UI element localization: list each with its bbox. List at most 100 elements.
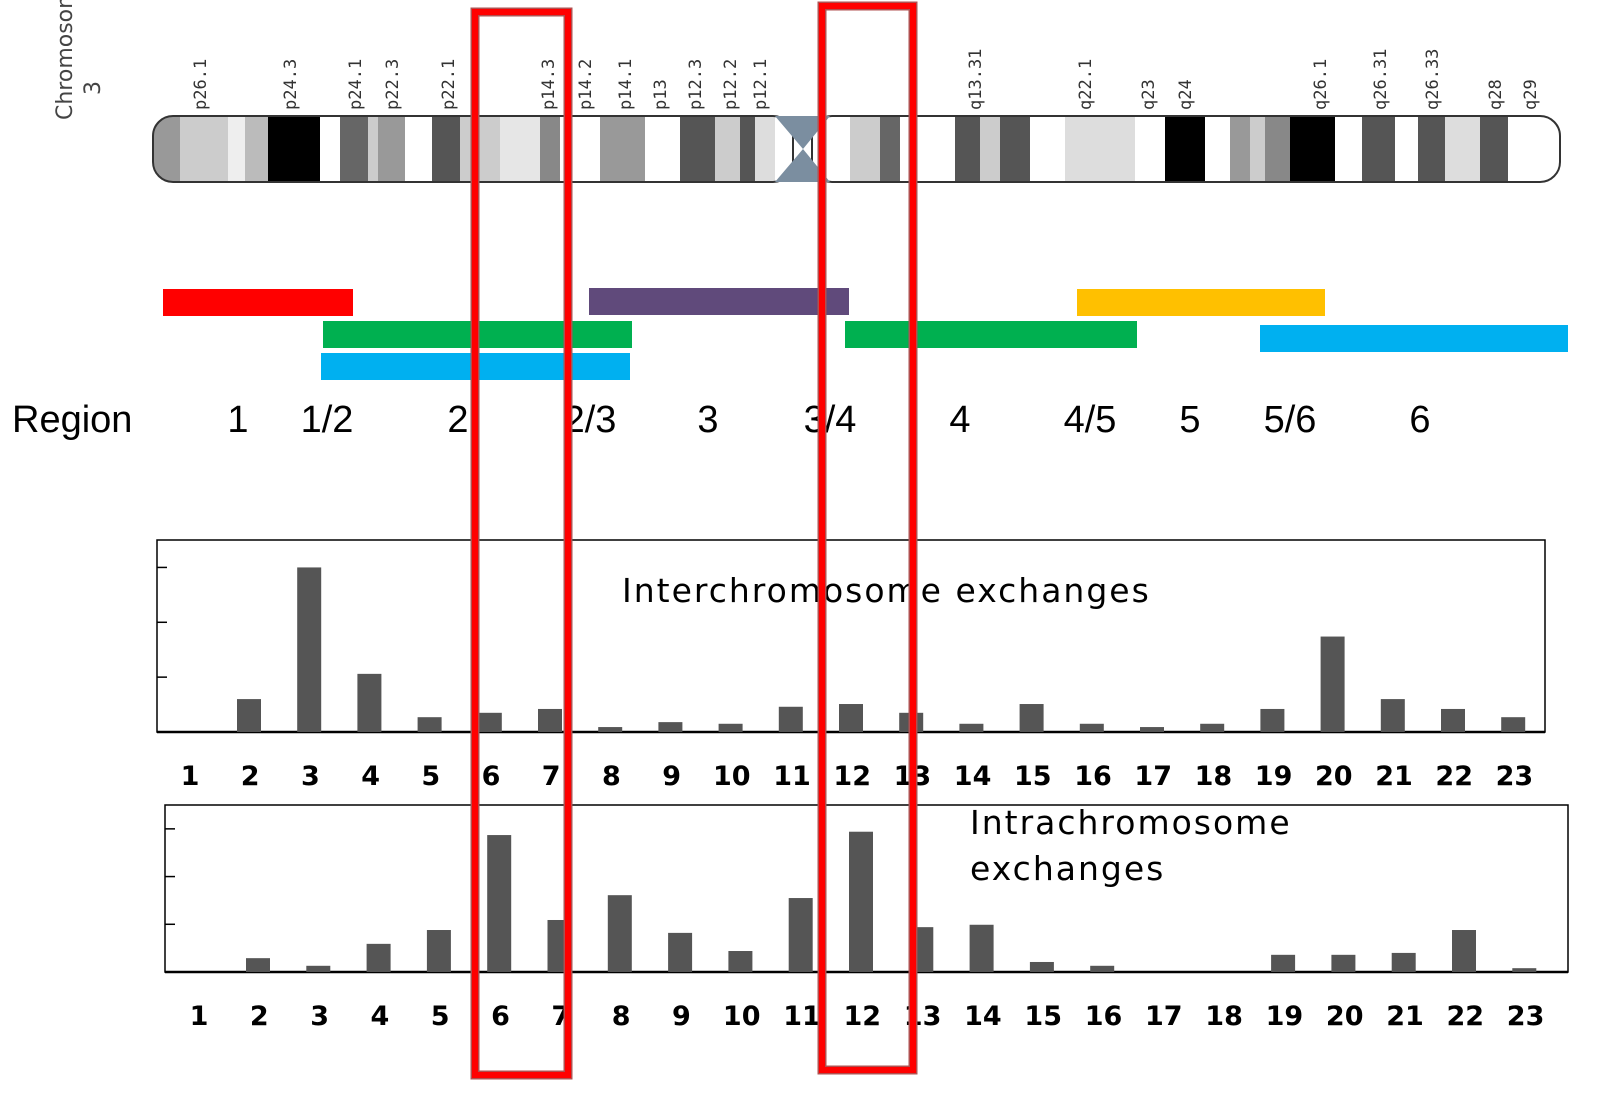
- bar: [607, 895, 632, 972]
- bar: [1079, 723, 1104, 732]
- x-tick-label: 19: [1266, 1001, 1304, 1032]
- chromosome-band: [540, 116, 560, 182]
- chromosome-band: [500, 116, 540, 182]
- chromosome-band: [268, 116, 320, 182]
- x-tick-label: 6: [482, 761, 501, 792]
- bar: [1140, 727, 1164, 732]
- x-tick-label: 17: [1145, 1001, 1183, 1032]
- bar: [417, 717, 442, 732]
- bar: [1512, 968, 1537, 972]
- x-tick-label: 12: [844, 1001, 882, 1032]
- band-label: q26.1: [1311, 59, 1331, 110]
- x-tick-label: 21: [1386, 1001, 1424, 1032]
- chromosome-band: [1508, 116, 1560, 182]
- band-label: q26.33: [1423, 49, 1443, 110]
- chromosome-band: [180, 116, 228, 182]
- bar: [728, 951, 753, 972]
- band-label: p14.3: [539, 59, 559, 110]
- chromosome-band: [1230, 116, 1250, 182]
- x-tick-label: 23: [1507, 1001, 1545, 1032]
- bar: [246, 958, 270, 972]
- chromosome-band: [1205, 116, 1230, 182]
- chromosome-band: [460, 116, 500, 182]
- chromosome-band: [1418, 116, 1445, 182]
- region-bar: [1077, 289, 1325, 316]
- x-tick-label: 14: [954, 761, 992, 792]
- x-tick-label: 12: [833, 761, 871, 792]
- chromosome-band: [1290, 116, 1335, 182]
- bar: [366, 943, 391, 972]
- x-tick-label: 9: [662, 761, 681, 792]
- region-label: 1: [227, 399, 248, 441]
- region-label: 1/2: [301, 399, 354, 441]
- q-arm-outline: [811, 115, 1561, 183]
- bar: [1019, 704, 1044, 732]
- x-tick-label: 17: [1134, 761, 1172, 792]
- highlight-frame: [472, 9, 571, 1078]
- band-label: q28: [1486, 79, 1506, 110]
- x-tick-label: 14: [964, 1001, 1002, 1032]
- x-tick-label: 23: [1496, 761, 1534, 792]
- chromosome-band: [1480, 116, 1508, 182]
- x-tick-label: 2: [241, 761, 260, 792]
- x-tick-label: 1: [190, 1001, 209, 1032]
- x-tick-label: 20: [1326, 1001, 1364, 1032]
- region-label: 5/6: [1264, 399, 1317, 441]
- region-label: 5: [1179, 399, 1200, 441]
- chromosome-band: [1165, 116, 1205, 182]
- chromosome-band: [1265, 116, 1290, 182]
- region-label: 2: [447, 399, 468, 441]
- band-label: q26.31: [1371, 49, 1391, 110]
- bar: [839, 704, 863, 732]
- x-tick-label: 5: [421, 761, 440, 792]
- bar: [658, 722, 683, 732]
- chromosome-band: [645, 116, 680, 182]
- x-tick-label: 16: [1085, 1001, 1123, 1032]
- chromosome-band: [900, 116, 955, 182]
- region-bar: [589, 288, 849, 315]
- band-label: p12.2: [721, 59, 741, 110]
- chart-title-box: Interchromosome exchanges: [622, 571, 1151, 610]
- chromosome-band: [1065, 116, 1135, 182]
- region-bar: [163, 289, 353, 316]
- chromosome-band: [1395, 116, 1418, 182]
- x-tick-label: 4: [371, 1001, 390, 1032]
- bar: [1320, 636, 1345, 732]
- bar: [788, 898, 813, 972]
- chromosome-band: [405, 116, 432, 182]
- chromosome-band: [1362, 116, 1395, 182]
- chromosome-band: [715, 116, 740, 182]
- chromosome-band: [740, 116, 755, 182]
- band-label: p12.3: [686, 59, 706, 110]
- bar: [237, 699, 261, 732]
- bar: [1029, 961, 1054, 972]
- chart-title: Interchromosome exchanges: [622, 571, 1151, 610]
- band-label: q13.31: [966, 49, 986, 110]
- bar: [357, 673, 382, 732]
- band-label: q22.1: [1076, 59, 1096, 110]
- x-tick-label: 21: [1375, 761, 1413, 792]
- bar: [778, 706, 803, 732]
- chromosome-band: [1335, 116, 1362, 182]
- band-label: p14.1: [616, 59, 636, 110]
- band-label: q29: [1521, 79, 1541, 110]
- chromosome-band: [1030, 116, 1065, 182]
- x-tick-label: 15: [1014, 761, 1052, 792]
- chromosome-band: [320, 116, 340, 182]
- x-tick-label: 9: [672, 1001, 691, 1032]
- band-label: p24.1: [346, 59, 366, 110]
- highlight-frame: [819, 3, 916, 1073]
- x-tick-label: 11: [783, 1001, 821, 1032]
- bar: [426, 930, 451, 972]
- x-tick-label: 20: [1315, 761, 1353, 792]
- x-tick-label: 6: [491, 1001, 510, 1032]
- x-tick-label: 1: [181, 761, 200, 792]
- chromosome-band: [980, 116, 1000, 182]
- chromosome-band: [850, 116, 880, 182]
- x-tick-label: 8: [602, 761, 621, 792]
- chromosome-band: [1135, 116, 1165, 182]
- chromosome-band: [1250, 116, 1265, 182]
- centromere: [775, 116, 830, 182]
- bar: [1090, 965, 1115, 972]
- bar: [1441, 708, 1465, 732]
